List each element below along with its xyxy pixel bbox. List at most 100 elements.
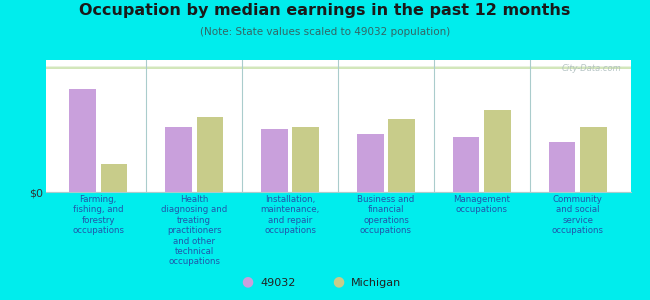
Bar — [46, 67, 630, 68]
Bar — [46, 67, 630, 68]
Bar — [46, 68, 630, 69]
Bar — [46, 67, 630, 68]
Bar — [46, 67, 630, 68]
Text: Community
and social
service
occupations: Community and social service occupations — [552, 195, 604, 235]
Bar — [46, 67, 630, 68]
Bar — [46, 66, 630, 68]
Bar — [69, 89, 96, 192]
Bar — [46, 66, 630, 68]
Bar — [46, 67, 630, 68]
Bar — [46, 66, 630, 68]
Bar — [46, 67, 630, 68]
Bar — [46, 67, 630, 68]
Bar — [46, 67, 630, 68]
Bar — [46, 67, 630, 68]
Bar — [46, 67, 630, 68]
Bar — [46, 67, 630, 68]
Text: ●: ● — [241, 274, 253, 288]
Bar — [46, 67, 630, 68]
Bar — [46, 67, 630, 68]
Text: Michigan: Michigan — [351, 278, 401, 288]
Bar — [46, 67, 630, 68]
Bar — [46, 67, 630, 68]
Text: Occupation by median earnings in the past 12 months: Occupation by median earnings in the pas… — [79, 3, 571, 18]
Bar — [46, 67, 630, 69]
Bar — [46, 67, 630, 68]
Bar — [46, 66, 630, 68]
Bar — [46, 67, 630, 68]
Bar — [46, 67, 630, 68]
Bar — [46, 67, 630, 68]
Bar — [357, 134, 384, 192]
Bar — [46, 66, 630, 68]
Bar — [46, 67, 630, 68]
Bar — [46, 67, 630, 68]
Text: Business and
financial
operations
occupations: Business and financial operations occupa… — [358, 195, 415, 235]
Bar — [46, 68, 630, 69]
Bar — [46, 67, 630, 68]
Bar — [46, 68, 630, 69]
Bar — [580, 127, 607, 192]
Bar — [46, 68, 630, 69]
Bar — [46, 67, 630, 68]
Bar — [46, 68, 630, 69]
Bar — [46, 67, 630, 68]
Bar — [46, 68, 630, 69]
Bar — [46, 67, 630, 68]
Bar — [46, 67, 630, 68]
Bar — [46, 67, 630, 68]
Bar — [46, 67, 630, 68]
Bar — [46, 68, 630, 69]
Text: (Note: State values scaled to 49032 population): (Note: State values scaled to 49032 popu… — [200, 27, 450, 37]
Bar — [46, 67, 630, 68]
Bar — [46, 67, 630, 68]
Bar — [46, 67, 630, 68]
Text: City-Data.com: City-Data.com — [562, 64, 621, 73]
Text: Farming,
fishing, and
forestry
occupations: Farming, fishing, and forestry occupatio… — [72, 195, 124, 235]
Bar — [46, 67, 630, 69]
Bar — [46, 67, 630, 68]
Bar — [46, 67, 630, 68]
Bar — [46, 66, 630, 68]
Bar — [46, 67, 630, 68]
Bar — [46, 68, 630, 69]
Bar — [46, 67, 630, 68]
Bar — [196, 117, 224, 192]
Bar — [46, 66, 630, 68]
Bar — [292, 127, 319, 192]
Text: Management
occupations: Management occupations — [453, 195, 510, 214]
Bar — [46, 67, 630, 68]
Bar — [46, 67, 630, 69]
Bar — [46, 67, 630, 68]
Bar — [46, 68, 630, 69]
Bar — [46, 67, 630, 68]
Bar — [388, 119, 415, 192]
Bar — [46, 67, 630, 68]
Bar — [46, 68, 630, 69]
Bar — [46, 66, 630, 68]
Bar — [261, 129, 288, 192]
Bar — [46, 67, 630, 68]
Text: Health
diagnosing and
treating
practitioners
and other
technical
occupations: Health diagnosing and treating practitio… — [161, 195, 227, 266]
Bar — [46, 67, 630, 68]
Bar — [46, 67, 630, 68]
Bar — [46, 67, 630, 68]
Bar — [46, 67, 630, 68]
Bar — [46, 68, 630, 69]
Bar — [46, 67, 630, 68]
Bar — [46, 67, 630, 69]
Bar — [46, 68, 630, 69]
Bar — [46, 67, 630, 68]
Bar — [46, 67, 630, 68]
Bar — [46, 67, 630, 68]
Bar — [46, 67, 630, 68]
Bar — [46, 67, 630, 68]
Bar — [46, 67, 630, 68]
Bar — [46, 67, 630, 68]
Text: ●: ● — [332, 274, 344, 288]
Bar — [46, 67, 630, 68]
Bar — [46, 66, 630, 68]
Bar — [46, 67, 630, 68]
Bar — [46, 68, 630, 69]
Bar — [46, 67, 630, 68]
